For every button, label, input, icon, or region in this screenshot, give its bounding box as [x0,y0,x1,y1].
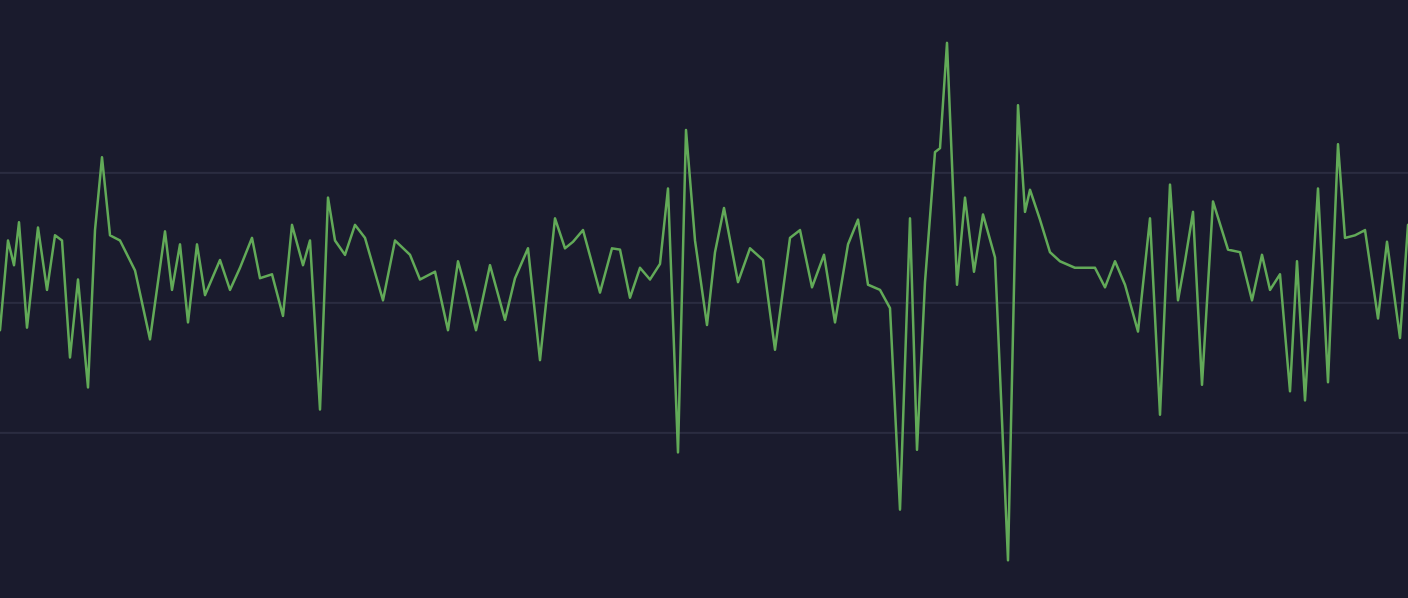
waveform-line [0,41,1408,562]
